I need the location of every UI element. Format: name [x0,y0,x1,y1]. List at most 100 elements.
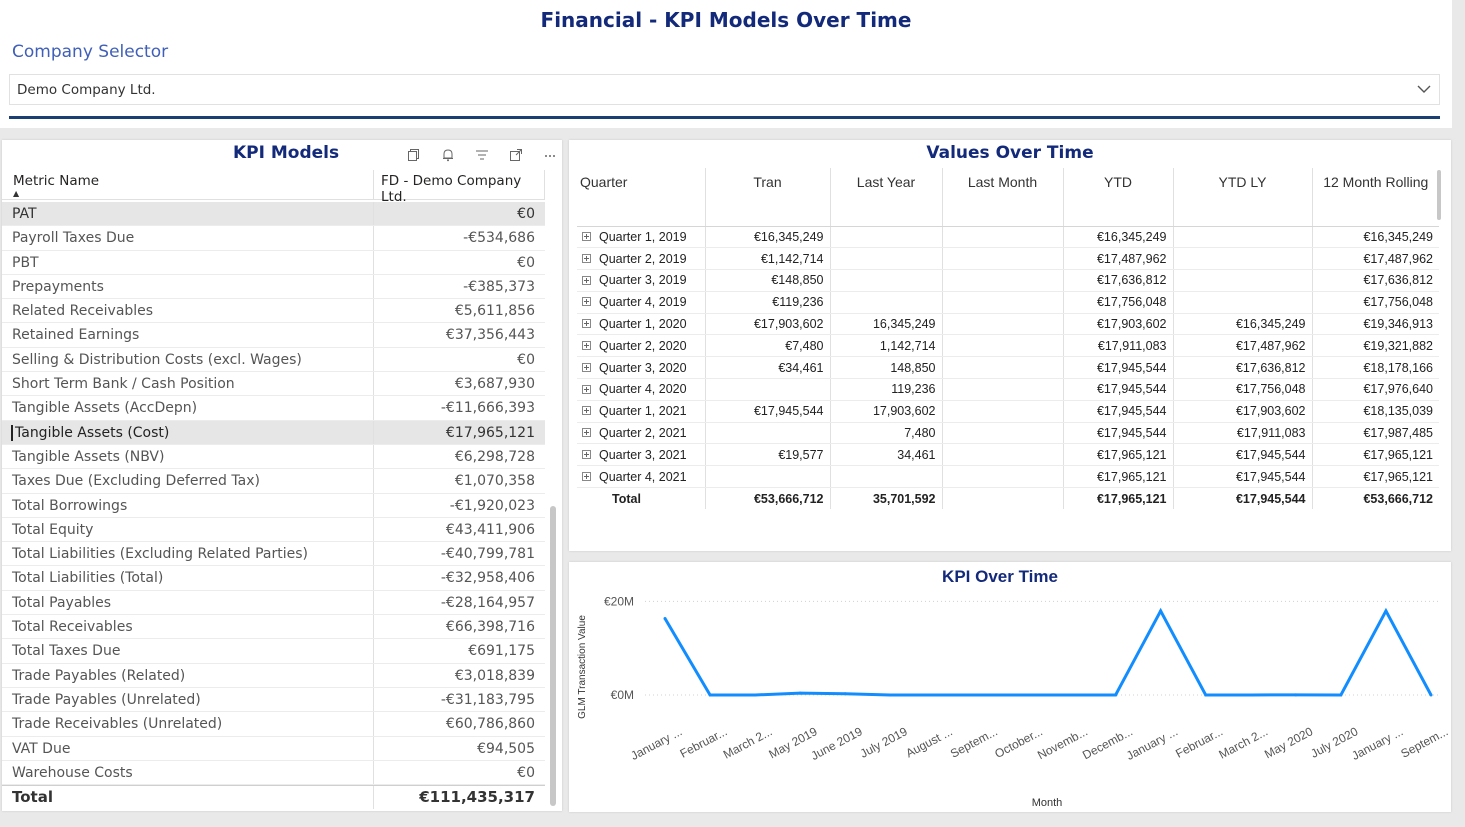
kpi-table-row[interactable]: PAT €0 [2,202,545,227]
matrix-scrollbar[interactable] [1437,170,1441,220]
data-point [1339,693,1343,697]
data-point [1429,693,1433,697]
matrix-column-header[interactable]: Last Month [942,168,1064,227]
matrix-value-cell: €17,756,048 [1312,291,1439,314]
kpi-table-row[interactable]: Trade Receivables (Unrelated) €60,786,860 [2,712,545,737]
kpi-table-row[interactable]: Prepayments -€385,373 [2,274,545,300]
kpi-table-row[interactable]: VAT Due €94,505 [2,736,545,761]
matrix-value-cell: 16,345,249 [830,313,943,336]
kpi-table-row[interactable]: Total Receivables €66,398,716 [2,615,545,640]
expand-icon[interactable] [582,384,591,394]
expand-icon[interactable] [582,450,591,460]
kpi-table-row[interactable]: Total Taxes Due €691,175 [2,639,545,664]
chevron-down-icon[interactable] [1417,83,1431,95]
x-tick-label: Septem... [1398,724,1450,760]
matrix-value-cell: €17,945,544 [1063,422,1174,445]
filter-icon[interactable] [470,145,494,165]
metric-name-cell: Prepayments [12,278,104,295]
kpi-models-visual: KPI Models Metric Name ▲ FD - Demo Compa… [2,140,562,811]
kpi-table-row[interactable]: Total Equity €43,411,906 [2,517,545,543]
kpi-table-row[interactable]: Taxes Due (Excluding Deferred Tax) €1,070… [2,469,545,494]
column-divider [373,639,374,663]
matrix-total-cell: €17,945,544 [1173,487,1313,510]
kpi-table-scrollbar[interactable] [550,506,556,806]
metric-name-cell: Selling & Distribution Costs (excl. Wage… [12,351,302,368]
quarter-cell: Quarter 3, 2021 [577,443,706,467]
metric-value-cell: €37,356,443 [445,327,535,344]
kpi-table-row[interactable]: Retained Earnings €37,356,443 [2,323,545,348]
quarter-cell: Quarter 1, 2021 [577,400,706,423]
matrix-column-header[interactable]: 12 Month Rolling [1312,168,1439,227]
more-options-icon[interactable] [538,145,562,165]
expand-icon[interactable] [582,341,591,351]
expand-icon[interactable] [582,319,591,329]
kpi-table-row[interactable]: Selling & Distribution Costs (excl. Wage… [2,347,545,373]
x-tick-label: January ... [628,724,684,763]
matrix-value-cell: 148,850 [830,356,943,380]
matrix-column-header[interactable]: Last Year [830,168,943,227]
data-point [708,693,712,697]
matrix-value-cell [942,465,1064,489]
expand-icon[interactable] [582,471,591,481]
visual-toolbar [402,145,562,165]
kpi-table-row[interactable]: Payroll Taxes Due -€534,686 [2,226,545,251]
metric-name-header[interactable]: Metric Name [13,173,100,189]
kpi-table-row[interactable]: Tangible Assets (Cost) €17,965,121 [2,420,545,445]
matrix-value-cell: €17,945,544 [1063,356,1174,380]
matrix-value-cell [942,291,1064,314]
kpi-table-row[interactable]: Total Payables -€28,164,957 [2,590,545,616]
metric-name-cell: Tangible Assets (Cost) [11,424,169,441]
matrix-column-header[interactable]: Tran [705,168,831,227]
matrix-value-cell: €17,965,121 [1063,443,1174,467]
data-point [1069,693,1073,697]
expand-icon[interactable] [582,362,591,372]
data-point [1249,693,1253,697]
kpi-table-row[interactable]: Total Liabilities (Excluding Related Par… [2,542,545,567]
metric-value-cell: €0 [517,254,535,271]
matrix-value-cell: €17,487,962 [1312,247,1439,271]
kpi-table-row[interactable]: Total Borrowings -€1,920,023 [2,493,545,518]
matrix-value-cell [942,313,1064,336]
matrix-column-header[interactable]: Quarter [577,168,706,227]
kpi-table-row[interactable]: Total Liabilities (Total) -€32,958,406 [2,566,545,591]
matrix-column-header[interactable]: YTD [1063,168,1174,227]
kpi-table-row[interactable]: Trade Payables (Unrelated) -€31,183,795 [2,687,545,713]
matrix-value-cell: €16,345,249 [705,226,831,249]
metric-name-cell: PBT [12,254,39,271]
metric-value-cell: €43,411,906 [445,521,535,538]
metric-value-cell: €1,070,358 [454,473,535,490]
x-tick-label: Septem... [948,724,1000,760]
expand-icon[interactable] [582,253,591,263]
column-divider [373,615,374,639]
expand-icon[interactable] [582,275,591,285]
matrix-column-header[interactable]: YTD LY [1173,168,1313,227]
report-title: Financial - KPI Models Over Time [540,8,912,32]
expand-icon[interactable] [582,297,591,307]
kpi-table-row[interactable]: Tangible Assets (NBV) €6,298,728 [2,444,545,470]
kpi-table-row[interactable]: Tangible Assets (AccDepn) -€11,666,393 [2,396,545,421]
kpi-table-row[interactable]: Short Term Bank / Cash Position €3,687,93… [2,372,545,397]
kpi-table-row[interactable]: PBT €0 [2,250,545,275]
company-selector-dropdown[interactable]: Demo Company Ltd. [9,74,1440,105]
kpi-table-row[interactable]: Warehouse Costs €0 [2,760,545,786]
bell-icon[interactable] [436,145,460,165]
x-tick-label: May 2020 [1262,724,1315,761]
copy-icon[interactable] [402,145,426,165]
metric-name-cell: Related Receivables [12,303,154,320]
focus-mode-icon[interactable] [504,145,528,165]
expand-icon[interactable] [582,232,591,242]
metric-value-cell: €5,611,856 [454,303,535,320]
kpi-table-row[interactable]: Related Receivables €5,611,856 [2,299,545,324]
data-point [1294,693,1298,697]
matrix-value-cell: €1,142,714 [705,247,831,271]
metric-value-cell: -€1,920,023 [449,497,535,514]
metric-name-cell: Total Liabilities (Total) [12,570,164,587]
data-point [663,616,667,620]
data-point [888,693,892,697]
expand-icon[interactable] [582,428,591,438]
quarter-label: Quarter 2, 2020 [599,338,687,353]
company-value-header[interactable]: FD - Demo Company Ltd. [373,170,545,205]
kpi-table-row[interactable]: Trade Payables (Related) €3,018,839 [2,663,545,688]
expand-icon[interactable] [582,406,591,416]
data-point [843,692,847,696]
